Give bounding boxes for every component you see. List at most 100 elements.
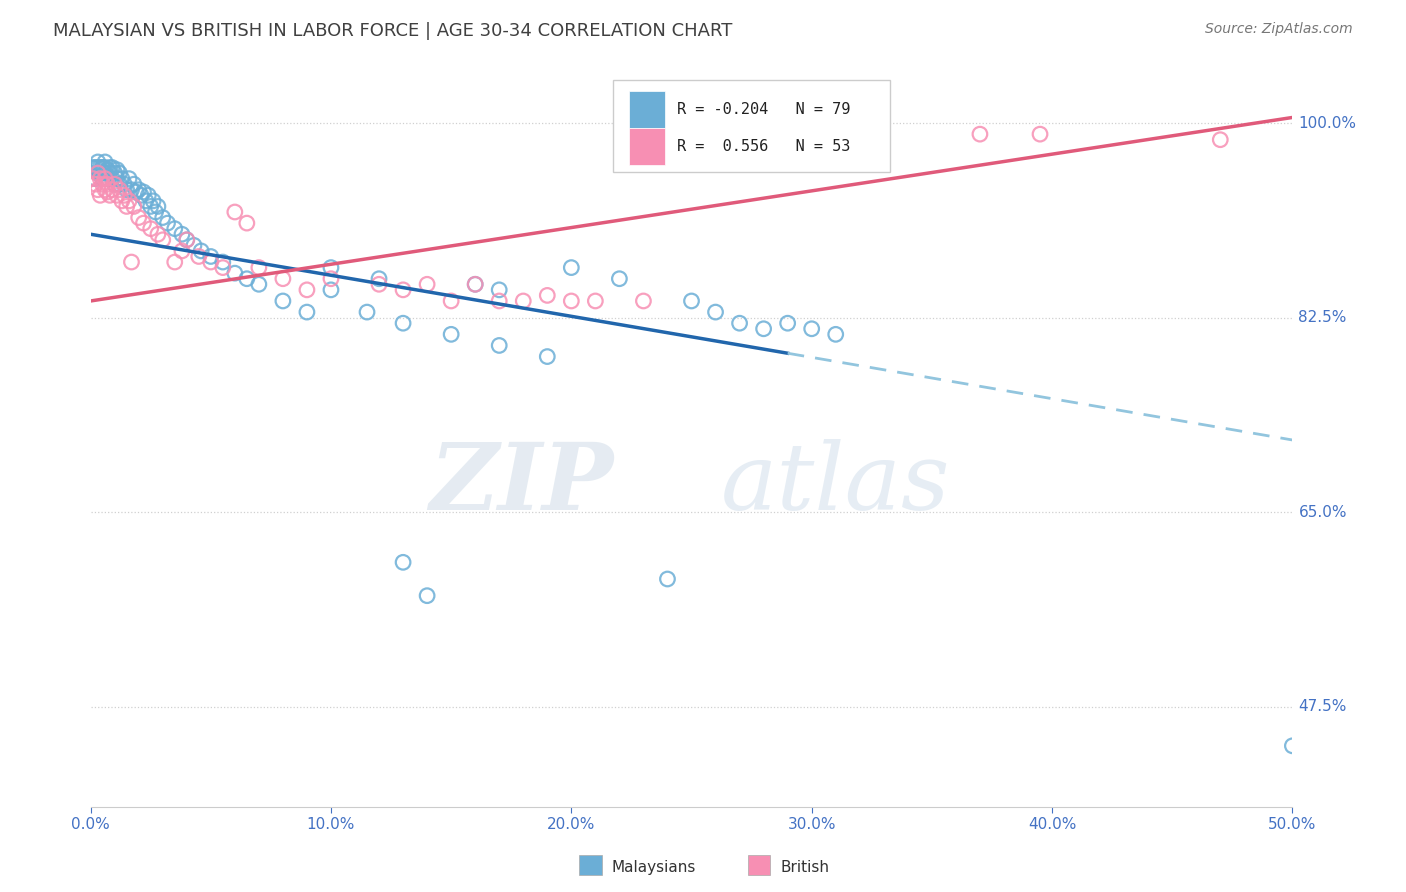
Text: 100.0%: 100.0% <box>1298 116 1357 130</box>
Point <box>224 266 246 280</box>
Point <box>752 322 775 336</box>
Point <box>200 250 222 264</box>
Point <box>108 183 131 197</box>
Point <box>87 166 110 180</box>
Point <box>156 216 179 230</box>
Point <box>560 293 582 308</box>
Point <box>356 305 378 319</box>
Point <box>170 244 193 258</box>
Point <box>91 161 114 175</box>
FancyBboxPatch shape <box>613 80 890 172</box>
Point <box>776 316 799 330</box>
Point <box>87 166 110 180</box>
Point <box>132 216 155 230</box>
Text: ZIP: ZIP <box>429 439 613 529</box>
Point <box>87 155 110 169</box>
Point <box>112 188 135 202</box>
Point <box>488 338 510 352</box>
Point <box>211 260 233 275</box>
Point <box>271 293 294 308</box>
Point <box>392 283 415 297</box>
Point <box>94 161 117 175</box>
Point <box>128 183 150 197</box>
Point <box>440 327 463 342</box>
Point <box>236 271 259 285</box>
Point <box>536 288 558 302</box>
Point <box>101 161 124 175</box>
Point <box>190 244 212 258</box>
Point <box>122 177 145 191</box>
Point <box>145 205 167 219</box>
Point <box>163 255 186 269</box>
Text: 82.5%: 82.5% <box>1298 310 1347 326</box>
Point <box>200 255 222 269</box>
Point <box>392 316 415 330</box>
Point <box>163 221 186 235</box>
Point <box>91 161 114 175</box>
Point <box>115 199 138 213</box>
Point <box>146 199 169 213</box>
Point <box>84 171 107 186</box>
Point <box>142 194 165 208</box>
Point <box>512 293 534 308</box>
Point <box>633 293 655 308</box>
Point <box>111 171 134 186</box>
Point <box>91 171 114 186</box>
Point <box>105 188 128 202</box>
Point <box>129 188 152 202</box>
Point <box>152 233 174 247</box>
Point <box>96 177 118 191</box>
Point <box>87 161 110 175</box>
Point <box>94 171 117 186</box>
Point <box>111 194 134 208</box>
Point <box>657 572 679 586</box>
Point <box>464 277 486 292</box>
Point <box>98 166 121 180</box>
FancyBboxPatch shape <box>628 128 665 165</box>
Point <box>105 171 128 186</box>
Point <box>440 293 463 308</box>
Point <box>104 166 127 180</box>
Point <box>89 161 111 175</box>
Point <box>1029 127 1052 141</box>
Point <box>176 233 198 247</box>
Point <box>183 238 205 252</box>
Text: atlas: atlas <box>721 439 950 529</box>
Point <box>681 293 703 308</box>
Point <box>464 277 486 292</box>
Text: R = -0.204   N = 79: R = -0.204 N = 79 <box>678 103 851 117</box>
Point <box>139 221 162 235</box>
Point <box>89 188 111 202</box>
Point <box>728 316 751 330</box>
Point <box>115 183 138 197</box>
Point <box>98 161 121 175</box>
Point <box>1281 739 1303 753</box>
Point <box>135 194 157 208</box>
Point <box>368 277 391 292</box>
Point <box>271 271 294 285</box>
Point <box>96 162 118 177</box>
Point <box>122 199 145 213</box>
Point <box>583 293 606 308</box>
Point <box>295 283 318 297</box>
Point <box>101 183 124 197</box>
Point <box>152 211 174 225</box>
Point <box>121 255 143 269</box>
Text: 47.5%: 47.5% <box>1298 699 1347 714</box>
Point <box>236 216 259 230</box>
Point <box>108 177 131 191</box>
Point <box>118 171 141 186</box>
Text: British: British <box>780 860 830 874</box>
Point <box>121 183 143 197</box>
Point <box>211 255 233 269</box>
Point <box>105 162 128 177</box>
Point <box>187 250 209 264</box>
Text: 65.0%: 65.0% <box>1298 505 1347 520</box>
Text: Source: ZipAtlas.com: Source: ZipAtlas.com <box>1205 22 1353 37</box>
Point <box>488 293 510 308</box>
Point <box>1209 133 1232 147</box>
Point <box>176 233 198 247</box>
Point <box>609 271 631 285</box>
Point <box>96 185 118 199</box>
Point <box>319 283 342 297</box>
